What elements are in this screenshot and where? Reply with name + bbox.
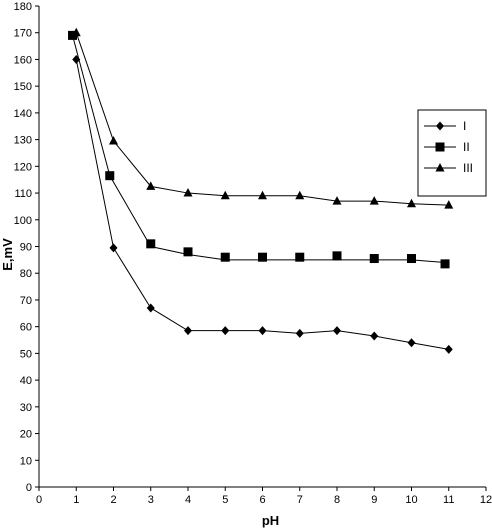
x-tick-label: 12 [480,494,492,506]
data-point [71,27,81,37]
y-tick-label: 120 [14,161,32,173]
y-tick-label: 70 [20,295,32,307]
data-point [146,303,155,313]
data-point [333,326,341,336]
x-tick-label: 3 [148,494,154,506]
data-point [369,196,379,205]
y-tick-label: 40 [20,375,32,387]
x-tick-label: 6 [259,494,265,506]
y-tick-label: 10 [20,455,32,467]
data-point [440,259,450,269]
data-point [221,326,230,336]
data-point [146,181,156,190]
x-tick-label: 9 [371,494,377,506]
x-tick-label: 1 [73,494,79,506]
y-tick-label: 180 [14,1,32,13]
data-point [444,200,454,209]
legend-marker [435,163,445,172]
data-point [407,198,416,208]
x-tick-label: 5 [222,494,228,506]
y-tick-label: 140 [14,108,32,120]
data-point [295,252,305,262]
y-tick-label: 20 [20,429,32,441]
legend-label: I [463,119,466,133]
y-tick-label: 0 [26,482,32,494]
data-point [109,243,118,253]
legend-marker [436,121,444,131]
data-point [183,188,193,197]
y-tick-label: 80 [20,268,32,280]
x-tick-label: 10 [405,494,417,506]
data-point [370,331,379,341]
legend-marker [435,142,445,152]
x-tick-label: 0 [36,494,42,506]
y-tick-label: 60 [20,322,32,334]
data-point [220,252,230,262]
data-point [105,171,115,181]
data-point [220,190,230,200]
legend-item: II [424,140,470,154]
x-tick-label: 11 [443,494,454,506]
series-layer [68,27,454,354]
data-point [295,328,304,338]
x-tick-label: 4 [185,494,191,506]
legend-box [417,109,487,197]
y-tick-label: 100 [14,215,32,227]
x-axis-title: pH [262,513,279,528]
y-tick-label: 110 [14,188,32,200]
data-point [109,135,118,145]
legend-label: II [463,140,470,154]
series-line [75,32,449,206]
data-point [369,254,379,264]
x-tick-label: 7 [297,494,303,506]
series-1 [72,54,453,354]
data-point [332,196,342,205]
x-tick-label: 2 [110,494,116,506]
data-point [444,344,453,354]
y-tick-label: 90 [20,242,32,254]
data-point [184,326,192,336]
axes: 0 1 2 3 4 5 6 7 8 9 10 11 12010203040506070809010011… [14,1,492,506]
y-tick-label: 170 [14,28,32,40]
data-point [295,190,305,200]
legend-item: I [424,119,466,133]
series-line [72,35,446,264]
legend-label: III [463,161,473,175]
y-tick-label: 150 [14,81,32,93]
y-tick-label: 130 [14,135,32,147]
y-tick-label: 30 [20,402,32,414]
legend-item: III [424,161,473,175]
y-tick-label: 160 [14,54,32,66]
data-point [258,326,267,336]
data-point [258,190,267,200]
data-point [183,247,193,257]
series-line [75,59,449,350]
data-point [407,338,416,348]
y-tick-label: 50 [20,348,32,360]
data-point [258,252,267,262]
x-tick-label: 8 [334,494,340,506]
y-axis-title: E,mV [0,238,15,271]
series-2 [68,30,450,269]
data-point [146,239,156,249]
data-point [332,251,342,261]
series-3 [71,27,454,209]
data-point [407,254,416,264]
